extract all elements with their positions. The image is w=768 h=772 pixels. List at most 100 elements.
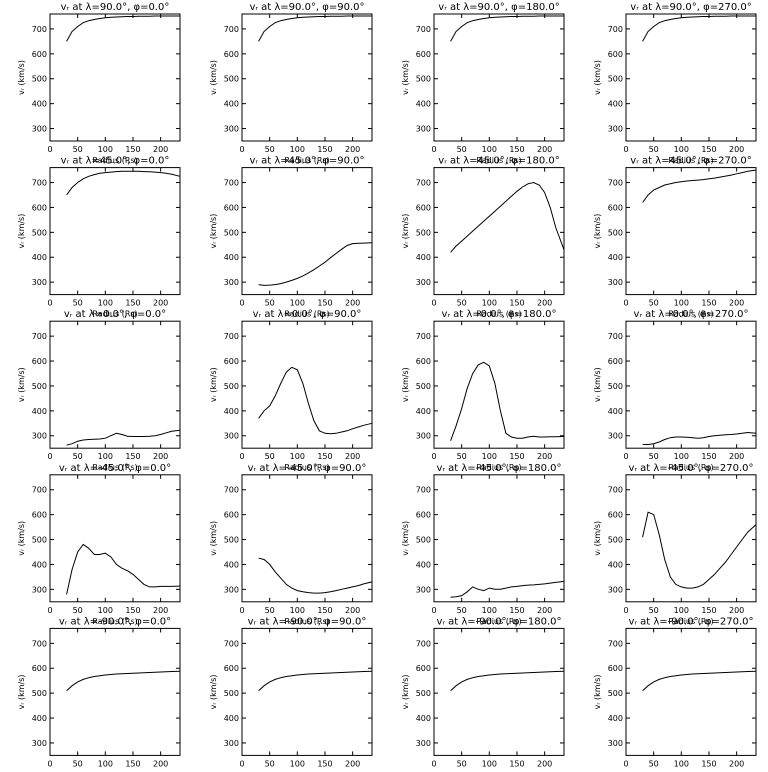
y-tick-label: 300 bbox=[416, 739, 431, 748]
y-tick-label: 600 bbox=[608, 664, 623, 673]
x-tick-label: 100 bbox=[674, 606, 689, 615]
x-tick-label: 0 bbox=[431, 759, 436, 768]
y-tick-label: 400 bbox=[224, 407, 239, 416]
data-line bbox=[642, 15, 756, 42]
data-line bbox=[642, 670, 757, 692]
x-tick-label: 100 bbox=[482, 299, 497, 308]
x-tick-label: 0 bbox=[623, 759, 628, 768]
x-tick-label: 0 bbox=[239, 759, 244, 768]
y-tick-label: 300 bbox=[608, 125, 623, 134]
x-tick-label: 150 bbox=[317, 452, 332, 461]
plot-frame bbox=[433, 13, 565, 142]
y-tick-label: 300 bbox=[32, 432, 47, 441]
x-tick-label: 150 bbox=[317, 145, 332, 154]
x-tick-label: 50 bbox=[265, 759, 275, 768]
y-axis-label: vᵣ (km/s) bbox=[209, 521, 218, 556]
chart-title: vᵣ at λ=0.0°, φ=180.0° bbox=[441, 309, 556, 320]
y-axis-label: vᵣ (km/s) bbox=[593, 674, 602, 709]
x-axis-label: Radius (Rs) bbox=[476, 156, 521, 165]
x-tick-label: 50 bbox=[457, 759, 467, 768]
y-tick-label: 600 bbox=[32, 511, 47, 520]
x-tick-label: 50 bbox=[265, 606, 275, 615]
data-line bbox=[258, 366, 373, 435]
x-tick-label: 150 bbox=[701, 606, 716, 615]
x-tick-label: 0 bbox=[239, 452, 244, 461]
x-tick-label: 100 bbox=[674, 452, 689, 461]
y-axis-label: vᵣ (km/s) bbox=[209, 367, 218, 402]
x-tick-label: 200 bbox=[537, 452, 552, 461]
chart-title: vᵣ at λ=-90.0°, φ=270.0° bbox=[628, 616, 753, 627]
plot-frame bbox=[625, 320, 757, 449]
y-tick-label: 600 bbox=[416, 511, 431, 520]
y-tick-label: 700 bbox=[608, 332, 623, 341]
x-tick-label: 200 bbox=[537, 606, 552, 615]
y-tick-label: 400 bbox=[224, 714, 239, 723]
y-axis-label: vᵣ (km/s) bbox=[593, 521, 602, 556]
x-tick-label: 100 bbox=[674, 759, 689, 768]
x-tick-label: 50 bbox=[649, 759, 659, 768]
x-tick-label: 200 bbox=[345, 145, 360, 154]
x-tick-label: 150 bbox=[317, 299, 332, 308]
y-axis-label: vᵣ (km/s) bbox=[17, 674, 26, 709]
plot-frame bbox=[241, 167, 373, 296]
data-line bbox=[450, 580, 565, 598]
y-tick-label: 600 bbox=[32, 664, 47, 673]
x-tick-label: 100 bbox=[98, 606, 113, 615]
x-tick-label: 200 bbox=[729, 452, 744, 461]
x-tick-label: 150 bbox=[701, 299, 716, 308]
x-axis-label: Radius (Rs) bbox=[668, 156, 713, 165]
chart-title: vᵣ at λ=90.0°, φ=270.0° bbox=[630, 2, 751, 13]
y-tick-label: 700 bbox=[608, 25, 623, 34]
y-tick-label: 300 bbox=[32, 125, 47, 134]
chart-title: vᵣ at λ=90.0°, φ=180.0° bbox=[438, 2, 559, 13]
x-tick-label: 50 bbox=[73, 452, 83, 461]
y-tick-label: 700 bbox=[416, 332, 431, 341]
x-tick-label: 150 bbox=[125, 606, 140, 615]
x-tick-label: 200 bbox=[153, 145, 168, 154]
x-tick-label: 100 bbox=[674, 145, 689, 154]
chart-title: vᵣ at λ=0.0°, φ=270.0° bbox=[633, 309, 748, 320]
x-tick-label: 200 bbox=[153, 299, 168, 308]
x-tick-label: 50 bbox=[73, 606, 83, 615]
y-tick-label: 600 bbox=[224, 511, 239, 520]
x-axis-label: Radius (Rs) bbox=[668, 463, 713, 472]
y-axis-label: vᵣ (km/s) bbox=[209, 60, 218, 95]
y-axis-label: vᵣ (km/s) bbox=[401, 367, 410, 402]
y-tick-label: 400 bbox=[416, 714, 431, 723]
chart-title: vᵣ at λ=45.0°, φ=90.0° bbox=[249, 156, 364, 167]
y-tick-label: 300 bbox=[608, 585, 623, 594]
data-line bbox=[258, 670, 373, 692]
x-tick-label: 0 bbox=[623, 606, 628, 615]
y-tick-label: 500 bbox=[32, 382, 47, 391]
x-tick-label: 150 bbox=[317, 759, 332, 768]
x-tick-label: 0 bbox=[623, 299, 628, 308]
chart-title: vᵣ at λ=-90.0°, φ=90.0° bbox=[248, 616, 367, 627]
data-line bbox=[450, 361, 565, 441]
plot-frame bbox=[433, 627, 565, 756]
y-tick-label: 300 bbox=[416, 432, 431, 441]
y-tick-label: 600 bbox=[32, 357, 47, 366]
x-tick-label: 200 bbox=[153, 606, 168, 615]
x-tick-label: 50 bbox=[649, 606, 659, 615]
y-tick-label: 400 bbox=[608, 407, 623, 416]
y-tick-label: 700 bbox=[608, 486, 623, 495]
y-tick-label: 700 bbox=[32, 179, 47, 188]
x-tick-label: 100 bbox=[98, 145, 113, 154]
y-tick-label: 400 bbox=[608, 100, 623, 109]
y-tick-label: 600 bbox=[32, 50, 47, 59]
y-axis-label: vᵣ (km/s) bbox=[17, 521, 26, 556]
x-tick-label: 100 bbox=[482, 145, 497, 154]
y-tick-label: 500 bbox=[224, 228, 239, 237]
y-tick-label: 400 bbox=[32, 253, 47, 262]
y-tick-label: 500 bbox=[32, 75, 47, 84]
x-tick-label: 50 bbox=[457, 299, 467, 308]
y-tick-label: 500 bbox=[32, 689, 47, 698]
plot-frame bbox=[433, 167, 565, 296]
plot-frame bbox=[625, 167, 757, 296]
y-tick-label: 400 bbox=[608, 560, 623, 569]
panel: vᵣ at λ=-45.0°, φ=180.0° 0 50 100 150 200 300 4… bbox=[401, 463, 565, 626]
y-tick-label: 600 bbox=[32, 203, 47, 212]
y-tick-label: 700 bbox=[416, 639, 431, 648]
x-tick-label: 50 bbox=[265, 452, 275, 461]
x-axis-label: Radius (Rs) bbox=[284, 463, 329, 472]
